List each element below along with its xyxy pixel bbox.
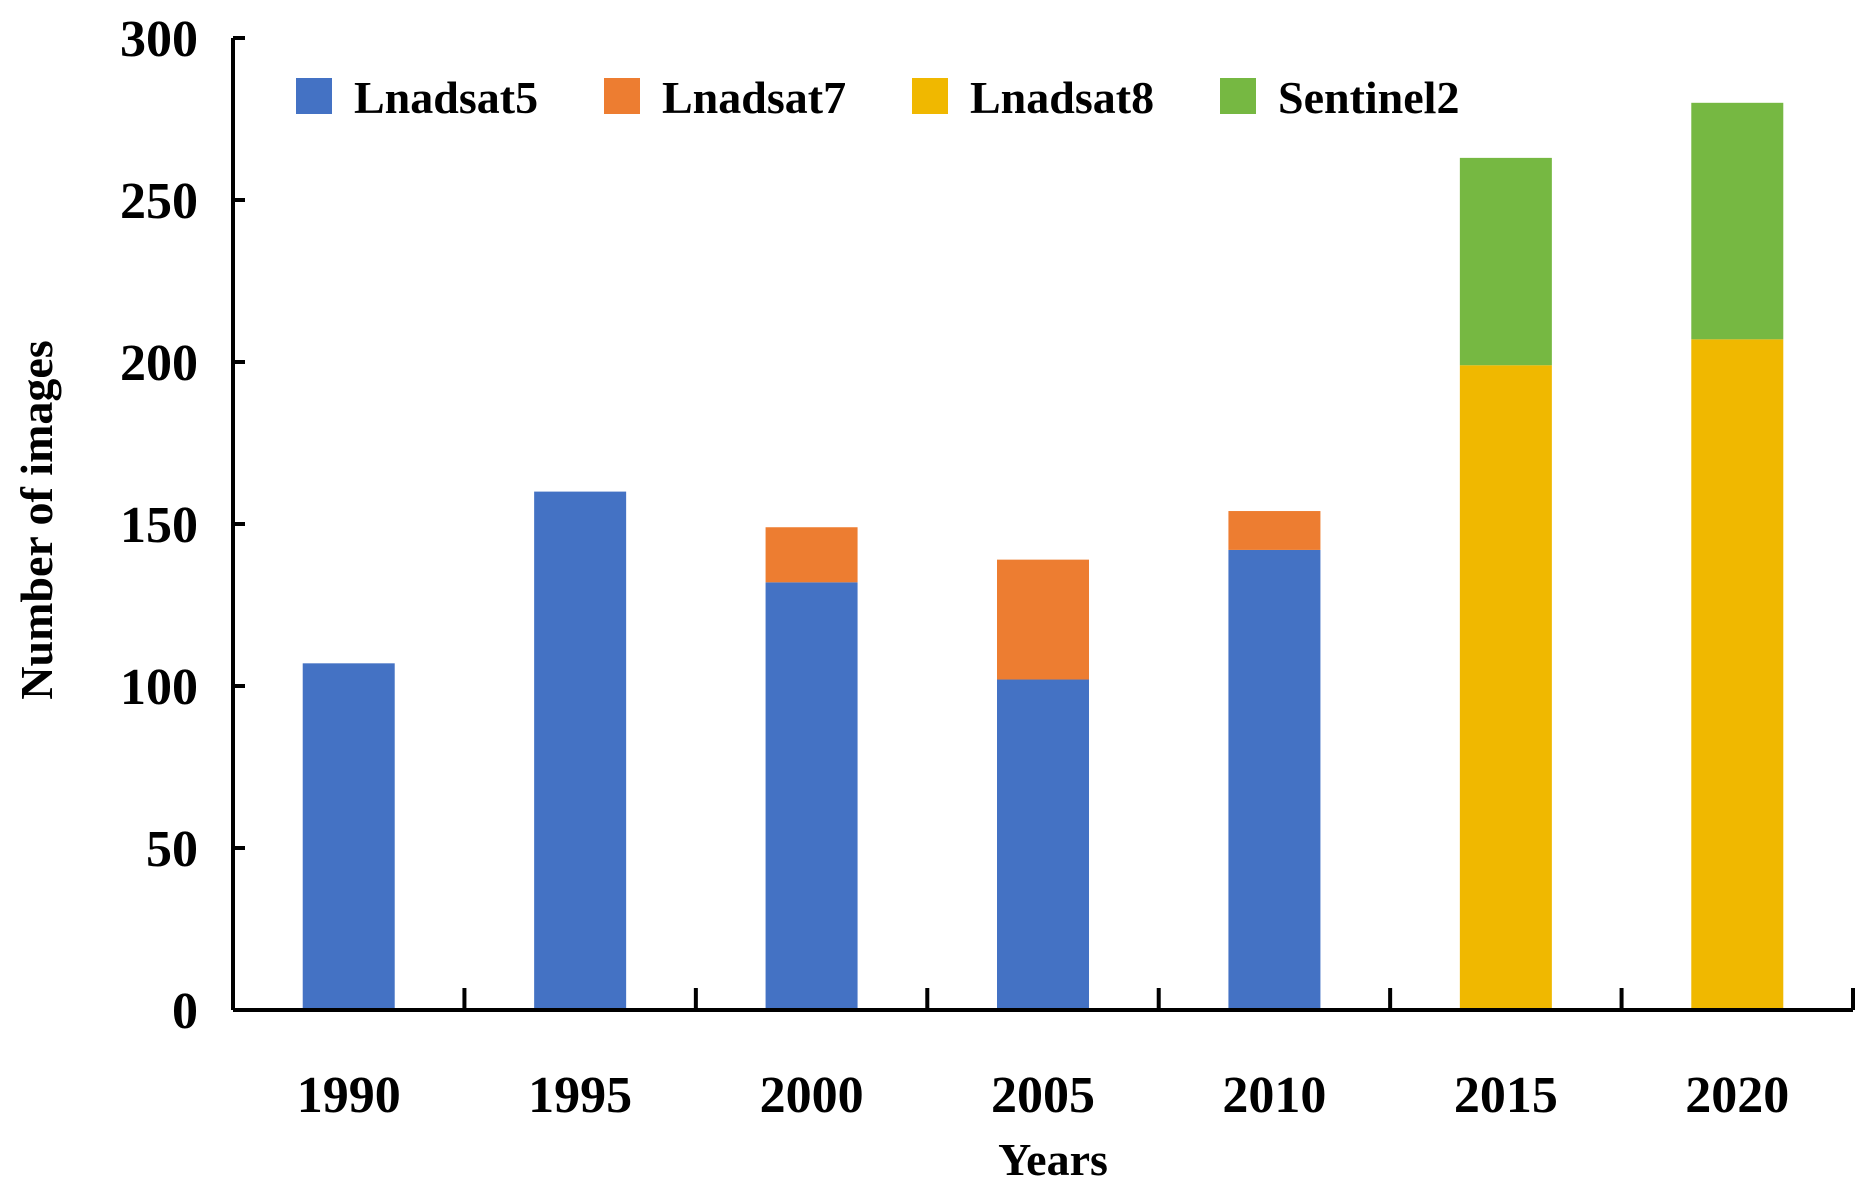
bar-lnadsat5-2000 [765, 582, 858, 1010]
x-ticks: 1990 1995 2000 2005 2010 2015 2020 [297, 988, 1855, 1124]
y-tick-label-200: 200 [120, 335, 198, 392]
legend: Lnadsat5 Lnadsat7 Lnadsat8 Sentinel2 [296, 72, 1459, 123]
legend-swatch-lnadsat8 [912, 78, 948, 114]
bar-sentinel2-2015 [1459, 157, 1552, 366]
x-tick-label-2010: 2010 [1222, 1067, 1326, 1124]
x-tick-label-2020: 2020 [1685, 1067, 1789, 1124]
y-tick-label-300: 300 [120, 11, 198, 68]
bars-layer [302, 102, 1784, 1011]
y-tick-label-50: 50 [146, 821, 198, 878]
y-tick-label-100: 100 [120, 659, 198, 716]
x-tick-label-1990: 1990 [297, 1067, 401, 1124]
bar-lnadsat7-2000 [765, 527, 858, 583]
y-tick-label-250: 250 [120, 173, 198, 230]
legend-label-sentinel2: Sentinel2 [1278, 72, 1459, 123]
legend-swatch-lnadsat5 [296, 78, 332, 114]
x-axis-title: Years [998, 1134, 1108, 1185]
y-tick-label-0: 0 [172, 983, 198, 1040]
bar-lnadsat7-2010 [1228, 511, 1321, 550]
bar-lnadsat8-2015 [1459, 365, 1552, 1010]
y-ticks: 0 50 100 150 200 250 300 [120, 11, 245, 1040]
legend-label-lnadsat7: Lnadsat7 [662, 72, 846, 123]
x-tick-label-2005: 2005 [991, 1067, 1095, 1124]
bar-lnadsat5-2005 [997, 679, 1089, 1010]
legend-swatch-sentinel2 [1220, 78, 1256, 114]
bar-lnadsat5-1995 [534, 491, 627, 1011]
bar-lnadsat5-2010 [1228, 549, 1321, 1010]
bar-sentinel2-2020 [1691, 102, 1784, 340]
x-tick-label-1995: 1995 [528, 1067, 632, 1124]
legend-label-lnadsat8: Lnadsat8 [970, 72, 1154, 123]
bar-lnadsat8-2020 [1691, 339, 1784, 1010]
y-tick-label-150: 150 [120, 497, 198, 554]
bar-lnadsat5-1990 [302, 663, 395, 1010]
x-tick-label-2015: 2015 [1454, 1067, 1558, 1124]
x-tick-label-2000: 2000 [760, 1067, 864, 1124]
legend-label-lnadsat5: Lnadsat5 [354, 72, 538, 123]
legend-swatch-lnadsat7 [604, 78, 640, 114]
bar-lnadsat7-2005 [997, 559, 1089, 680]
y-axis-title: Number of images [11, 340, 62, 699]
